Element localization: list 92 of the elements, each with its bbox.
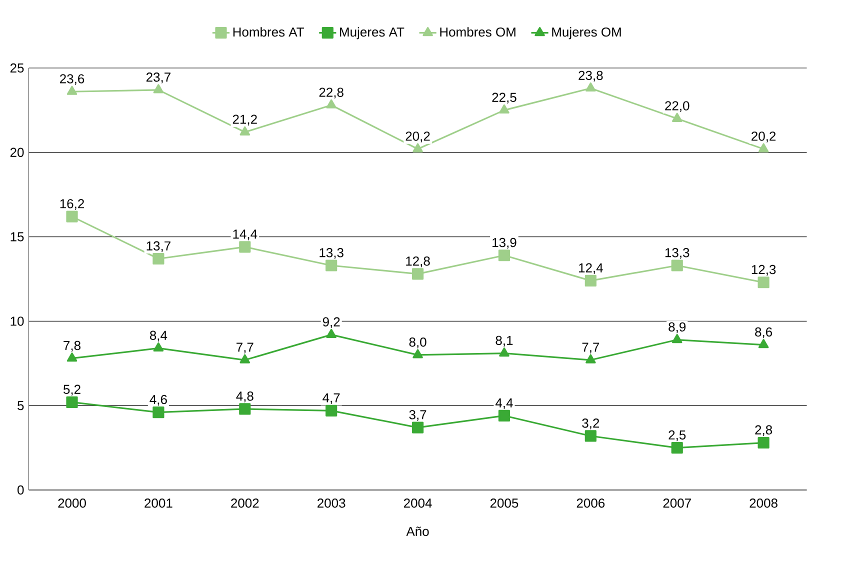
point — [586, 82, 596, 92]
data-label: 8,9 — [668, 322, 686, 334]
point — [326, 328, 336, 338]
y-tick-label: 10 — [10, 316, 24, 326]
legend-label: Hombres OM — [440, 27, 516, 37]
point — [152, 252, 164, 265]
x-tick-label: 2005 — [490, 498, 518, 508]
point — [499, 347, 510, 357]
data-label: 7,7 — [582, 342, 600, 354]
point — [326, 99, 336, 108]
point — [326, 404, 338, 416]
data-label: 4,7 — [322, 393, 340, 404]
data-label: 5,2 — [63, 384, 80, 396]
data-label: 23,6 — [60, 74, 84, 85]
data-label: 13,3 — [665, 248, 690, 259]
y-tick-label: 15 — [10, 232, 24, 242]
data-label: 23,8 — [578, 70, 603, 82]
data-label: 4,8 — [236, 392, 254, 402]
legend-label: Mujeres AT — [340, 27, 404, 40]
point — [412, 143, 423, 152]
point — [66, 352, 78, 362]
data-label: 8,0 — [409, 338, 426, 348]
point — [66, 396, 78, 408]
point — [758, 339, 769, 348]
data-label: 23,7 — [146, 72, 170, 84]
x-axis-title: Año — [406, 526, 429, 536]
data-label: 3,2 — [582, 418, 600, 430]
point — [672, 334, 682, 344]
point — [240, 354, 250, 364]
x-tick-label: 2003 — [318, 498, 346, 508]
y-tick-label: 20 — [10, 148, 24, 157]
point — [412, 349, 423, 358]
data-label: 20,2 — [406, 132, 430, 142]
data-label: 14,4 — [233, 230, 258, 240]
point — [412, 422, 424, 434]
x-tick-label: 2001 — [144, 498, 172, 508]
point — [758, 436, 770, 449]
data-label: 2,5 — [668, 430, 686, 442]
point — [758, 276, 770, 288]
point — [239, 403, 251, 415]
data-label: 22,8 — [319, 88, 344, 98]
data-label: 12,4 — [579, 263, 603, 274]
data-label: 12,8 — [406, 256, 430, 268]
point — [240, 126, 250, 136]
point — [584, 430, 596, 442]
x-tick-label: 2000 — [58, 498, 86, 508]
point — [498, 410, 510, 422]
data-label: 4,4 — [495, 398, 513, 410]
point — [153, 342, 164, 352]
data-label: 8,1 — [496, 336, 513, 347]
point — [498, 250, 510, 262]
data-label: 2,8 — [755, 425, 772, 436]
point — [671, 442, 683, 454]
x-tick-label: 2002 — [231, 498, 259, 508]
point — [499, 104, 510, 114]
y-tick-label: 25 — [10, 63, 24, 73]
point — [584, 274, 596, 286]
point — [239, 241, 251, 253]
legend-label: Mujeres OM — [552, 27, 621, 40]
point — [326, 260, 338, 272]
data-label: 22,0 — [665, 101, 690, 112]
point — [66, 86, 78, 95]
data-label: 8,6 — [755, 327, 772, 338]
point — [672, 112, 682, 122]
data-label: 13,7 — [146, 241, 170, 252]
point — [758, 143, 769, 152]
point — [153, 84, 164, 94]
data-label: 21,2 — [232, 114, 257, 126]
point — [412, 268, 424, 280]
data-label: 9,2 — [322, 317, 340, 328]
data-label: 20,2 — [752, 132, 776, 142]
data-label: 7,8 — [64, 340, 80, 352]
point — [66, 210, 78, 222]
data-label: 22,5 — [492, 92, 516, 104]
point — [586, 354, 596, 364]
data-label: 12,3 — [752, 264, 776, 276]
data-label: 13,3 — [320, 248, 344, 259]
data-label: 16,2 — [60, 199, 84, 210]
x-tick-label: 2004 — [404, 498, 432, 508]
data-label: 8,4 — [150, 330, 168, 342]
point — [671, 260, 683, 272]
legend-label: Hombres AT — [233, 27, 304, 37]
y-tick-label: 0 — [18, 485, 24, 495]
data-label: 3,7 — [409, 410, 426, 421]
point — [152, 406, 164, 418]
y-tick-label: 5 — [18, 401, 24, 410]
data-label: 13,9 — [492, 238, 516, 249]
data-label: 4,6 — [150, 394, 167, 406]
x-tick-label: 2007 — [663, 498, 691, 508]
data-label: 7,7 — [236, 342, 254, 354]
x-tick-label: 2008 — [750, 498, 778, 508]
x-tick-label: 2006 — [576, 498, 605, 508]
